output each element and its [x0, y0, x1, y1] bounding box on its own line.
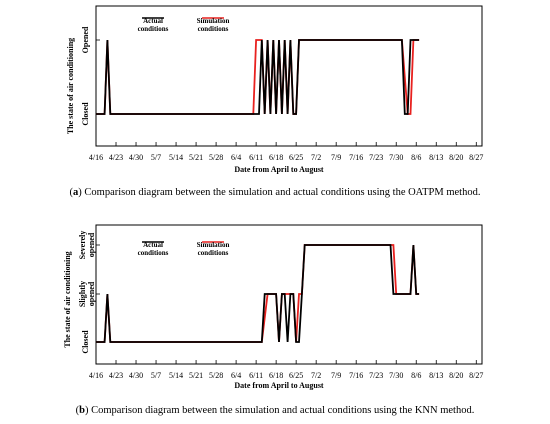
caption-a: (a) Comparison diagram between the simul…	[69, 187, 481, 198]
x-tick-label: 5/21	[189, 371, 203, 380]
x-axis-title: Date from April to August	[234, 165, 324, 174]
x-tick-label: 4/23	[109, 153, 123, 162]
series-line-actual	[96, 39, 420, 115]
legend-label: conditions	[138, 249, 169, 257]
x-tick-label: 5/21	[189, 153, 203, 162]
x-tick-label: 7/16	[349, 371, 363, 380]
x-tick-label: 7/9	[331, 153, 341, 162]
x-tick-label: 4/16	[89, 153, 103, 162]
x-tick-label: 7/23	[369, 371, 383, 380]
x-tick-label: 5/28	[209, 153, 223, 162]
x-tick-label: 5/14	[169, 153, 183, 162]
caption-b-text: Comparison diagram between the simulatio…	[91, 405, 475, 416]
chart-a: 4/16 4/23 4/30 5/7 5/14 5/21 5/28 6/4 6/11 6/18 6/…	[66, 5, 483, 174]
legend-label: conditions	[198, 25, 229, 33]
x-tick-label: 8/6	[411, 371, 421, 380]
x-tick-label: 7/30	[389, 153, 403, 162]
caption-b-tag: b	[79, 405, 86, 416]
x-tick-label: 5/7	[151, 153, 161, 162]
y-axis-title: The state of air conditioning	[63, 251, 72, 347]
x-tick-label: 5/28	[209, 371, 223, 380]
x-tick-label: 6/11	[249, 153, 263, 162]
y-state-label: Opened	[81, 26, 90, 53]
x-tick-label: 7/9	[331, 371, 341, 380]
x-tick-label: 6/11	[249, 371, 263, 380]
x-tick-label: 5/14	[169, 371, 183, 380]
y-state-label: Severelyopened	[78, 231, 96, 260]
y-state-label: Slightlyopened	[78, 281, 96, 307]
x-tick-label: 7/23	[369, 153, 383, 162]
y-state-label: Closed	[81, 330, 90, 354]
plot-frame	[95, 224, 483, 365]
caption-a-text: Comparison diagram between the simulatio…	[84, 187, 481, 198]
x-tick-label: 6/18	[269, 371, 283, 380]
x-tick-label: 4/30	[129, 153, 143, 162]
caption-a-tag: a	[73, 187, 79, 198]
x-tick-label: 6/4	[231, 153, 241, 162]
legend-label: Actual	[143, 241, 163, 249]
x-tick-label: 8/27	[469, 153, 483, 162]
x-tick-label: 6/4	[231, 371, 241, 380]
series-line-actual	[96, 244, 420, 343]
x-tick-label: 7/30	[389, 371, 403, 380]
y-axis-title: The state of air conditioning	[66, 38, 75, 134]
x-tick-label: 4/30	[129, 371, 143, 380]
x-tick-label: 6/25	[289, 153, 303, 162]
caption-b: (b) Comparison diagram between the simul…	[75, 405, 475, 416]
series-line-simulation	[96, 244, 420, 343]
x-tick-label: 8/13	[429, 153, 443, 162]
legend-label: Simulation	[197, 17, 230, 25]
x-tick-label: 8/6	[411, 153, 421, 162]
y-state-label: Closed	[81, 102, 90, 126]
x-tick-label: 8/20	[449, 371, 463, 380]
x-tick-label: 8/20	[449, 153, 463, 162]
series-line-simulation	[96, 39, 420, 115]
legend-label: conditions	[138, 25, 169, 33]
x-tick-label: 6/18	[269, 153, 283, 162]
x-tick-label: 7/16	[349, 153, 363, 162]
x-tick-label: 4/23	[109, 371, 123, 380]
x-tick-label: 8/13	[429, 371, 443, 380]
x-tick-label: 5/7	[151, 371, 161, 380]
x-tick-label: 6/25	[289, 371, 303, 380]
legend-label: conditions	[198, 249, 229, 257]
x-tick-label: 8/27	[469, 371, 483, 380]
legend-label: Simulation	[197, 241, 230, 249]
x-tick-label: 7/2	[311, 371, 321, 380]
plot-frame	[95, 5, 483, 147]
x-tick-label: 4/16	[89, 371, 103, 380]
chart-b: 4/16 4/23 4/30 5/7 5/14 5/21 5/28 6/4 6/11 6/18 6/…	[63, 224, 483, 390]
legend-label: Actual	[143, 17, 163, 25]
x-tick-label: 7/2	[311, 153, 321, 162]
x-axis-title: Date from April to August	[234, 381, 324, 390]
